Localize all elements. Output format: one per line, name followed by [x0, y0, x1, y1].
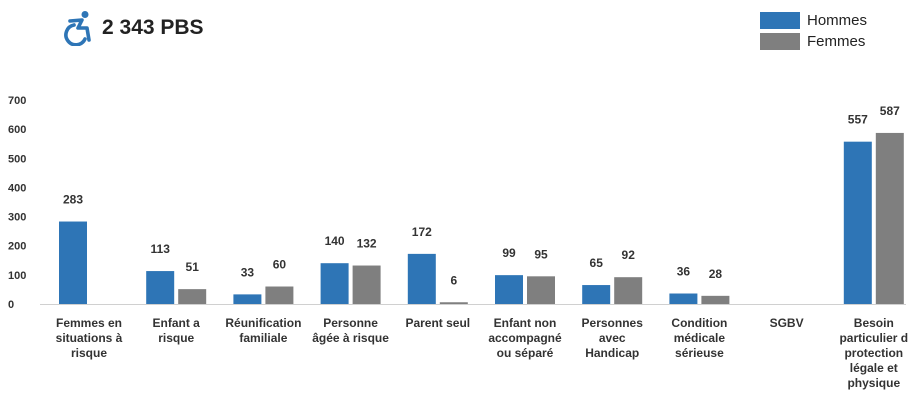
category-label-line: sérieuse: [675, 346, 724, 360]
category-label: Enfant non accompagné ou séparé: [488, 316, 562, 360]
bar-hommes: [407, 253, 436, 304]
bar-femmes: [527, 276, 555, 304]
category-label-line: Enfant a: [153, 316, 201, 330]
header: 2 343 PBS: [60, 8, 204, 48]
legend-item-femmes: Femmes: [760, 31, 867, 52]
bar-hommes: [146, 271, 175, 304]
bar-hommes: [495, 275, 523, 304]
bar-femmes: [352, 265, 381, 304]
category-label-line: avec: [599, 331, 626, 345]
category-label-line: risque: [71, 346, 107, 360]
category-label: Réunification familiale: [225, 316, 301, 345]
category-label-line: Femmes en: [56, 316, 122, 330]
legend-item-hommes: Hommes: [760, 10, 867, 31]
data-label: 60: [273, 258, 287, 272]
category-label-line: Personne: [323, 316, 378, 330]
category-label-line: physique: [847, 376, 900, 390]
data-label: 99: [502, 246, 516, 260]
category-label: Parent seul: [405, 316, 470, 330]
y-tick-label: 0: [8, 299, 14, 311]
category-label-line: ou séparé: [497, 346, 554, 360]
legend: Hommes Femmes: [760, 10, 867, 52]
category-label-line: protection: [844, 346, 903, 360]
category-label: SGBV: [770, 316, 804, 330]
category-label-line: situations à: [56, 331, 123, 345]
category-label-line: Parent seul: [405, 316, 470, 330]
category-label-line: Handicap: [585, 346, 639, 360]
data-label: 51: [186, 260, 200, 274]
category-label-line: âgée à risque: [312, 331, 389, 345]
data-label: 28: [709, 267, 723, 281]
bar-femmes: [439, 302, 468, 304]
y-tick-label: 400: [8, 182, 26, 194]
bar-femmes: [178, 289, 207, 304]
y-tick-label: 600: [8, 124, 26, 136]
category-label-line: particulier d: [839, 331, 908, 345]
data-label: 36: [677, 265, 691, 279]
data-label: 172: [412, 225, 432, 239]
bar-hommes: [59, 221, 87, 304]
data-label: 113: [151, 242, 171, 256]
bar-femmes: [265, 286, 294, 304]
category-label: Enfant a risque: [153, 316, 201, 345]
category-label: Personnes avec Handicap: [582, 316, 644, 360]
bar-hommes: [843, 141, 872, 304]
category-label-line: Enfant non: [494, 316, 557, 330]
category-label-line: SGBV: [770, 316, 804, 330]
legend-label-hommes: Hommes: [807, 12, 868, 29]
bar-femmes: [875, 132, 904, 304]
data-label: 6: [450, 273, 457, 287]
bar-femmes: [701, 295, 730, 304]
data-label: 132: [357, 237, 377, 251]
bar-hommes: [233, 294, 262, 304]
data-label: 95: [534, 247, 548, 261]
y-tick-label: 200: [8, 241, 26, 253]
category-label-line: médicale: [674, 331, 726, 345]
category-label-line: familiale: [239, 331, 287, 345]
category-label-line: Réunification: [225, 316, 301, 330]
total-label: 2 343 PBS: [102, 16, 204, 39]
category-label: Femmes en situations à risque: [56, 316, 123, 360]
category-label-line: Besoin: [854, 316, 894, 330]
category-label-line: accompagné: [488, 331, 562, 345]
y-tick-label: 300: [8, 212, 26, 224]
bar-femmes: [614, 277, 643, 304]
data-label: 33: [241, 265, 255, 279]
data-label: 92: [622, 248, 636, 262]
category-label-line: Personnes: [582, 316, 644, 330]
legend-swatch-hommes: [760, 12, 800, 29]
y-tick-label: 700: [8, 95, 26, 107]
data-label: 283: [63, 193, 83, 207]
bar-hommes: [320, 263, 349, 304]
legend-swatch-femmes: [760, 33, 800, 50]
data-label: 140: [325, 234, 345, 248]
bar-hommes: [582, 285, 611, 304]
accessibility-wheelchair-icon: [64, 11, 91, 46]
y-tick-label: 100: [8, 270, 26, 282]
category-label-line: légale et: [850, 361, 898, 375]
category-label-line: Condition: [671, 316, 727, 330]
category-label: Personne âgée à risque: [312, 316, 389, 345]
data-label: 65: [590, 256, 604, 270]
category-label-line: risque: [158, 331, 194, 345]
bar-hommes: [669, 293, 698, 304]
legend-label-femmes: Femmes: [807, 33, 866, 50]
data-label: 557: [848, 113, 868, 127]
category-label: Condition médicale sérieuse: [671, 316, 727, 360]
data-label: 587: [880, 104, 900, 118]
category-label: Besoin particulier d protection légale et ph…: [839, 316, 908, 390]
y-tick-label: 500: [8, 153, 26, 165]
